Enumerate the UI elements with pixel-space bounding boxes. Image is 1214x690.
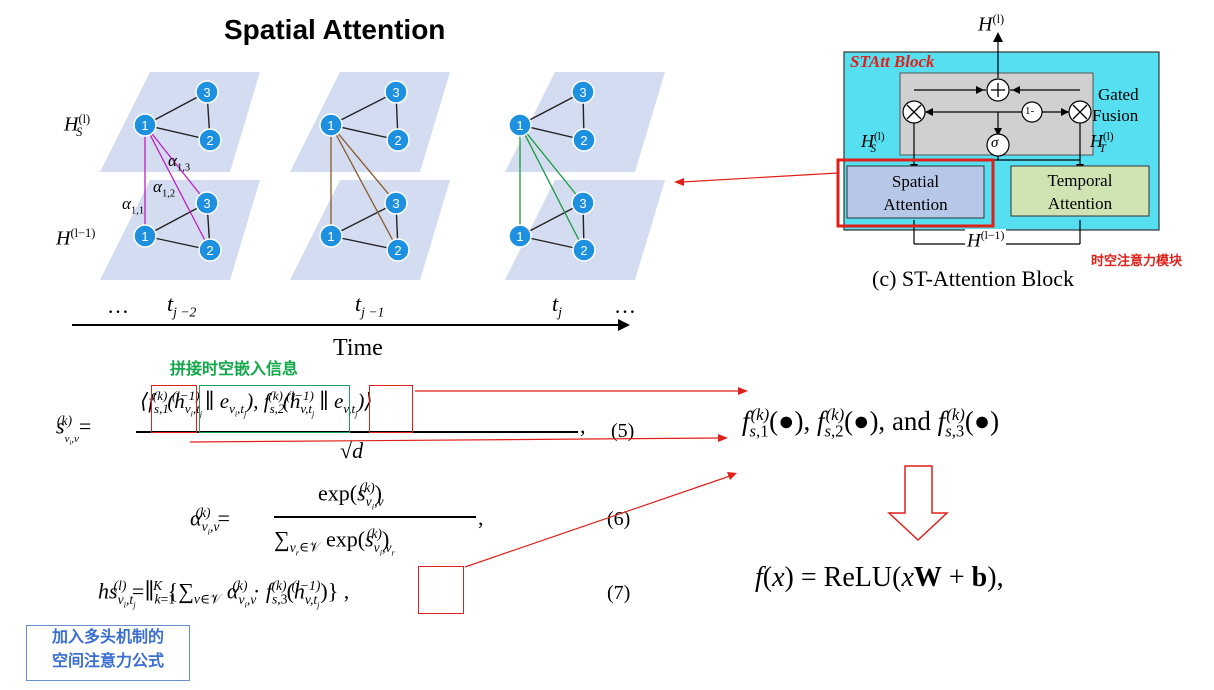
spatial-attention-box	[846, 165, 985, 219]
block-title: STAtt Block	[850, 52, 935, 71]
eq5-f1-highlight	[151, 385, 197, 433]
svg-text:1: 1	[516, 118, 523, 133]
svg-text:1: 1	[516, 229, 523, 244]
svg-text:1: 1	[141, 229, 148, 244]
f-functions-formula: fs,1(k)(●), fs,2(k)(●), and fs,3(k)(●)	[742, 405, 1000, 441]
block-caption: (c) ST-Attention Block	[872, 266, 1075, 291]
sigma-label: σ	[991, 135, 999, 151]
planes	[100, 72, 665, 280]
svg-text:2: 2	[394, 133, 401, 148]
spatial-graph-diagram: 1 3 2 1 3 2 1 3 2 1 3 2 1 3 2 1 3 2	[72, 72, 665, 331]
green-note: 拼接时空嵌入信息	[170, 361, 299, 378]
plane-top-3	[505, 72, 665, 172]
relu-formula: f(x) = ReLU(xW + b),	[755, 562, 1004, 593]
time-label-tj-1: tj −1	[355, 291, 385, 320]
ellipsis-right: …	[614, 293, 636, 318]
svg-text:2: 2	[580, 243, 587, 258]
eq6-comma: ,	[478, 505, 484, 530]
eq5-embedding-highlight	[199, 385, 350, 433]
eq6-lhs: αvi,v(k) =	[190, 505, 231, 537]
eq7-number: (7)	[607, 582, 631, 604]
eq5-comma: ,	[580, 413, 586, 438]
attention-edges-purple	[144, 124, 211, 251]
spatial-highlight-box	[836, 158, 995, 228]
eq6-denominator: ∑vr∈𝒱 exp(svi,vr(k))	[274, 526, 395, 558]
svg-text:3: 3	[579, 196, 586, 211]
block-to-graph-arrow	[674, 172, 839, 186]
alpha13-label: α1,3	[168, 151, 191, 174]
attention-edges-brown	[330, 124, 399, 251]
plane-top-2	[290, 72, 450, 172]
plane-bottom-3	[505, 180, 665, 280]
block-red-note: 时空注意力模块	[1091, 253, 1183, 268]
temporal-attention-label: Temporal Attention	[1047, 171, 1113, 213]
svg-text:2: 2	[394, 243, 401, 258]
gated-fusion-label: Gated Fusion	[1092, 85, 1139, 125]
one-minus-label: 1-	[1025, 105, 1035, 117]
eq5-lhs: svi,v(k) =	[56, 413, 93, 448]
attention-edges-green	[519, 124, 585, 251]
alpha11-label: α1,1	[122, 194, 145, 217]
spatial-attention-label: Spatial Attention	[883, 172, 948, 214]
svg-text:3: 3	[203, 85, 210, 100]
eq5-denominator: √d	[340, 438, 364, 463]
time-axis-label: Time	[333, 335, 383, 361]
eq5-fraction-bar	[136, 431, 578, 433]
operator-symbols	[906, 83, 1088, 120]
block-output-label: H(l)	[978, 12, 1005, 36]
svg-text:3: 3	[203, 196, 210, 211]
block-input-label: H(l−1)	[965, 229, 1007, 253]
alpha12-label: α1,2	[153, 177, 176, 200]
graph-nodes	[133, 80, 596, 262]
down-arrow-icon	[887, 465, 949, 542]
eq6-fraction-bar	[274, 516, 476, 518]
blue-note-line2: 空间注意力公式	[51, 653, 164, 670]
blue-note-line1: 加入多头机制的	[51, 629, 164, 646]
svg-text:2: 2	[206, 243, 213, 258]
svg-text:1: 1	[141, 118, 148, 133]
block-ht-label: H(l)T	[1090, 131, 1114, 155]
blue-note-box: 加入多头机制的 空间注意力公式	[26, 625, 190, 681]
eq6-numerator: exp(svi,v(k))	[318, 480, 384, 512]
h-prev-label: H(l−1)	[56, 226, 96, 250]
time-label-tj: tj	[552, 291, 562, 320]
block-hs-label: H(l)S	[861, 131, 885, 155]
hs-label: H(l)S	[64, 112, 91, 139]
svg-text:3: 3	[392, 85, 399, 100]
temporal-attention-box	[1010, 165, 1150, 217]
eq6-number: (6)	[607, 508, 631, 530]
eq5-f2-highlight	[369, 385, 413, 433]
svg-text:1: 1	[327, 229, 334, 244]
page-title: Spatial Attention	[224, 14, 446, 45]
st-attention-block-diagram	[674, 32, 1160, 245]
svg-text:1: 1	[327, 118, 334, 133]
time-label-tj-2: tj −2	[167, 291, 197, 320]
plane-bottom-2	[290, 180, 450, 280]
plane-top-1	[100, 72, 260, 172]
ellipsis-left: …	[107, 293, 129, 318]
eq7: hsvi,tj(l) =∥k=1K {∑v∈𝒱 αvi,v(k) · fs,3(…	[98, 578, 350, 610]
svg-text:2: 2	[580, 133, 587, 148]
time-axis	[72, 319, 630, 331]
svg-text:3: 3	[392, 196, 399, 211]
svg-text:3: 3	[579, 85, 586, 100]
eq5-number: (5)	[611, 420, 635, 442]
eq5-numerator: ⟨fs,1(k)(hvi,tj(l−1) ∥ evi,tj), fs,2(k)(…	[140, 388, 373, 419]
graph-node-labels: 1 3 2 1 3 2 1 3 2 1 3 2 1 3 2 1 3 2	[141, 85, 587, 258]
svg-text:2: 2	[206, 133, 213, 148]
eq7-f3-highlight	[418, 566, 464, 614]
